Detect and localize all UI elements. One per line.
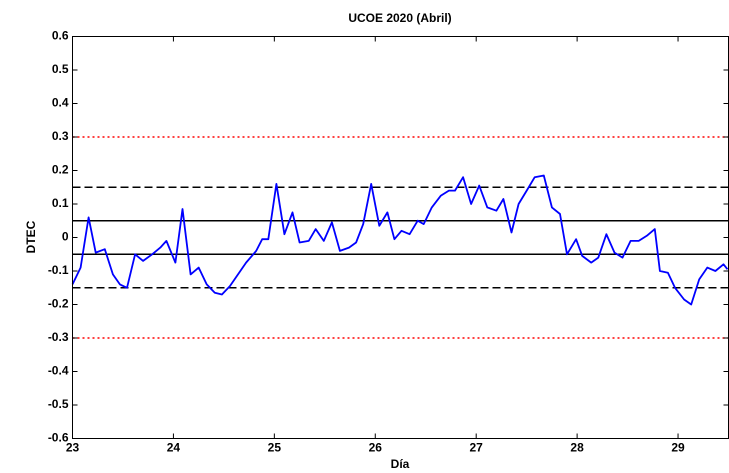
x-tick-label: 29 xyxy=(671,441,685,455)
y-tick-label: 0.3 xyxy=(52,129,69,143)
y-tick-label: -0.2 xyxy=(48,297,69,311)
y-tick-label: 0.5 xyxy=(52,62,69,76)
x-tick-label: 25 xyxy=(268,441,282,455)
y-axis-label: DTEC xyxy=(24,220,38,253)
x-axis-label: Día xyxy=(391,457,410,471)
y-tick-label: -0.1 xyxy=(48,263,69,277)
y-tick-label: -0.4 xyxy=(48,364,69,378)
plot-area xyxy=(72,36,729,439)
y-tick-label: 0.6 xyxy=(52,29,69,43)
x-tick-label: 27 xyxy=(470,441,484,455)
x-tick-label: 24 xyxy=(167,441,181,455)
x-tick-label: 26 xyxy=(369,441,383,455)
chart-title: UCOE 2020 (Abril) xyxy=(348,11,451,25)
y-tick-label: 0 xyxy=(62,230,69,244)
y-tick-label: 0.2 xyxy=(52,163,69,177)
x-tick-label: 28 xyxy=(570,441,584,455)
y-tick-label: -0.3 xyxy=(48,330,69,344)
y-tick-label: 0.1 xyxy=(52,196,69,210)
y-tick-label: -0.6 xyxy=(48,431,69,445)
y-tick-label: -0.5 xyxy=(48,397,69,411)
x-tick-label: 23 xyxy=(66,441,80,455)
data-line xyxy=(71,174,729,306)
y-tick-label: 0.4 xyxy=(52,96,69,110)
